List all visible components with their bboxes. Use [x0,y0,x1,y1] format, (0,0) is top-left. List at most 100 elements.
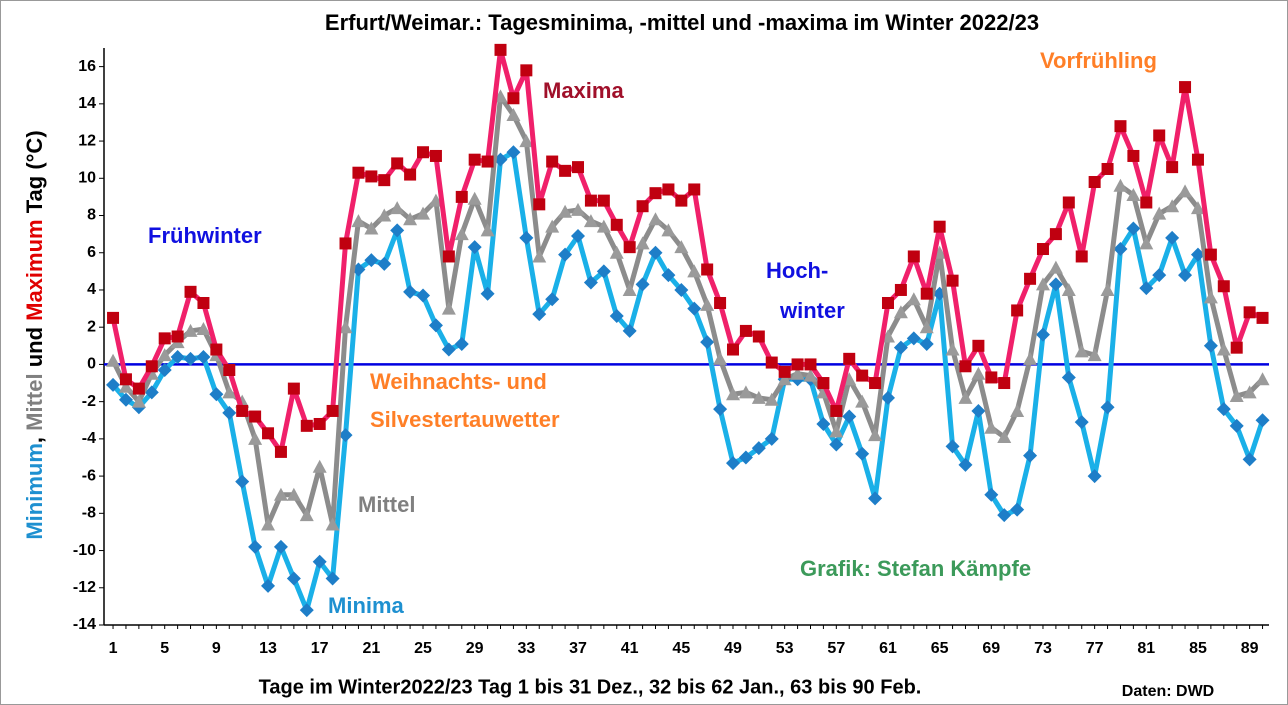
marker [804,358,817,371]
annotation: Hoch- [766,258,828,283]
marker [868,428,883,442]
marker [959,360,972,373]
marker [1140,196,1153,209]
marker [816,416,831,431]
marker [1113,242,1128,257]
marker [262,427,275,440]
marker [222,385,237,399]
marker [1179,81,1192,94]
marker [1113,178,1128,192]
marker [881,296,894,309]
marker [546,155,559,168]
marker [558,204,573,218]
marker [855,446,870,461]
chart-title: Erfurt/Weimar.: Tagesminima, -mittel und… [325,10,1039,35]
marker [1203,338,1218,353]
marker [1010,403,1025,417]
x-tick-label: 53 [776,640,794,657]
y-tick-label: 4 [87,281,96,298]
marker [622,323,637,338]
marker [738,450,753,465]
y-axis-label: Minimum, Mittel und Maximum Tag (°C) [22,130,47,539]
marker [958,390,973,404]
marker [1114,120,1127,133]
marker [106,377,121,392]
marker [1216,402,1231,417]
y-tick-label: -6 [82,467,96,484]
marker [351,214,366,228]
marker [222,405,237,420]
marker [829,424,844,438]
marker [1242,385,1257,399]
marker [817,377,830,390]
marker [519,230,534,245]
y-tick-label: -8 [82,505,96,522]
marker [1153,129,1166,142]
y-axis-label-part: Maximum [22,219,47,320]
marker [403,212,418,226]
marker [236,404,249,417]
marker [1010,502,1025,517]
annotation: Frühwinter [148,223,262,248]
marker [1035,327,1050,342]
y-axis-label-part: Mittel [22,373,47,430]
marker [1204,248,1217,261]
marker [933,220,946,233]
marker [196,322,211,336]
marker [1061,370,1076,385]
marker [442,250,455,263]
marker [1023,448,1038,463]
marker [299,603,314,618]
marker [183,351,198,366]
marker [1049,228,1062,241]
marker [118,379,133,393]
marker [249,410,262,423]
marker [1165,230,1180,245]
marker [107,311,120,324]
y-tick-label: 10 [78,170,96,187]
marker [1074,415,1089,430]
marker [454,227,469,241]
marker [403,284,418,299]
marker [856,369,869,382]
marker [455,190,468,203]
marker [984,487,999,502]
marker [1074,344,1089,358]
marker [687,301,702,316]
x-tick-label: 41 [621,640,639,657]
marker [596,264,611,279]
x-tick-label: 25 [414,640,432,657]
marker [506,108,521,122]
marker [894,283,907,296]
marker [662,183,675,196]
y-tick-label: -12 [73,579,96,596]
marker [171,330,184,343]
marker [391,157,404,170]
marker [674,240,689,254]
marker [661,223,676,237]
x-tick-label: 29 [466,640,484,657]
marker [1256,311,1269,324]
marker [132,382,145,395]
marker [610,218,623,231]
marker [997,508,1012,523]
marker [725,456,740,471]
marker [119,373,132,386]
annotation: Maxima [543,78,624,103]
marker [338,320,353,334]
x-tick-label: 37 [569,640,587,657]
marker [273,487,288,501]
source: Daten: DWD [1122,683,1214,700]
y-tick-label: 8 [87,207,96,224]
marker [1243,306,1256,319]
y-tick-label: 16 [78,58,96,75]
marker [596,219,611,233]
marker [764,392,779,406]
marker [752,330,765,343]
marker [1255,372,1270,386]
marker [842,409,857,424]
marker [997,430,1012,444]
marker [338,428,353,443]
marker [1035,277,1050,291]
marker [1229,418,1244,433]
